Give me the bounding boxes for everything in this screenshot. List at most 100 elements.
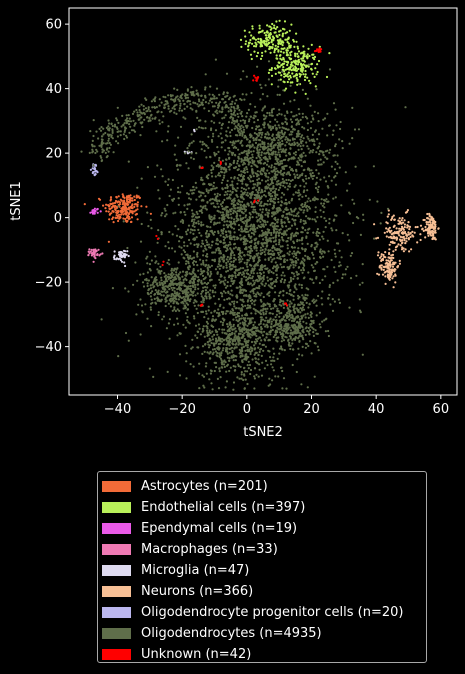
- data-point: [221, 187, 224, 190]
- data-point: [277, 49, 280, 52]
- data-point: [261, 93, 264, 96]
- data-point: [240, 377, 243, 380]
- data-point: [254, 312, 257, 315]
- data-point: [186, 203, 189, 206]
- data-point: [399, 244, 402, 247]
- data-point: [166, 286, 169, 289]
- data-point: [165, 213, 168, 216]
- data-point: [187, 291, 190, 294]
- data-point: [173, 323, 176, 326]
- data-point: [140, 205, 143, 208]
- data-point: [194, 294, 197, 297]
- data-point: [240, 210, 243, 214]
- data-point: [160, 231, 163, 234]
- data-point: [215, 242, 218, 245]
- data-point: [243, 275, 246, 278]
- data-point: [166, 261, 169, 264]
- data-point: [219, 357, 222, 360]
- data-point: [392, 250, 395, 253]
- data-point: [271, 246, 274, 250]
- data-point: [124, 331, 128, 335]
- data-point: [221, 321, 225, 324]
- data-point: [387, 236, 391, 239]
- data-point: [226, 281, 229, 284]
- data-point: [236, 238, 239, 241]
- data-point: [90, 248, 93, 251]
- data-point: [249, 236, 252, 240]
- data-point: [282, 265, 285, 268]
- data-point: [292, 298, 295, 301]
- data-point: [150, 298, 153, 301]
- data-point: [277, 42, 280, 45]
- data-point: [226, 330, 229, 333]
- data-point: [333, 300, 336, 303]
- data-point: [219, 376, 222, 379]
- data-point: [282, 377, 286, 380]
- data-point: [206, 331, 209, 334]
- data-point: [204, 289, 207, 292]
- data-point: [330, 165, 333, 168]
- data-point: [382, 253, 385, 257]
- data-point: [215, 249, 218, 252]
- data-point: [434, 229, 437, 232]
- data-point: [237, 343, 240, 346]
- data-point: [207, 243, 210, 246]
- data-point: [227, 244, 230, 247]
- data-point: [277, 45, 280, 48]
- data-point: [234, 334, 237, 337]
- data-point: [162, 283, 165, 286]
- data-point: [272, 191, 275, 194]
- data-point: [317, 349, 320, 352]
- data-point: [251, 267, 254, 270]
- data-point: [178, 235, 181, 238]
- data-point: [264, 325, 267, 328]
- data-point: [229, 323, 232, 326]
- data-point: [229, 210, 232, 213]
- data-point: [193, 213, 196, 216]
- data-point: [228, 150, 231, 153]
- data-point: [299, 184, 302, 187]
- data-point: [323, 251, 326, 254]
- data-point: [295, 40, 298, 43]
- data-point: [296, 78, 299, 81]
- data-point: [230, 251, 233, 254]
- data-point: [275, 210, 278, 213]
- data-point: [243, 204, 246, 207]
- data-point: [245, 355, 248, 358]
- data-point: [201, 274, 205, 277]
- data-point: [290, 57, 293, 61]
- data-point: [295, 370, 298, 374]
- data-point: [291, 81, 294, 84]
- data-point: [249, 53, 253, 56]
- data-point: [229, 237, 232, 241]
- data-point: [175, 294, 178, 297]
- data-point: [227, 216, 230, 219]
- data-point: [283, 278, 287, 282]
- data-point: [176, 288, 179, 291]
- data-point: [122, 201, 125, 204]
- data-point: [399, 235, 402, 238]
- data-point: [238, 200, 242, 203]
- data-point: [254, 293, 258, 296]
- data-point: [248, 211, 251, 215]
- data-point: [222, 229, 225, 232]
- data-point: [268, 253, 272, 256]
- data-point: [231, 274, 234, 278]
- data-point: [227, 230, 230, 233]
- data-point: [286, 75, 290, 78]
- data-point: [289, 288, 292, 292]
- data-point: [240, 124, 243, 127]
- data-point: [299, 73, 302, 76]
- data-point: [136, 279, 139, 282]
- data-point: [238, 339, 241, 342]
- data-point: [301, 195, 304, 198]
- data-point: [292, 40, 296, 43]
- data-point: [260, 242, 263, 245]
- data-point: [246, 258, 249, 262]
- data-point: [239, 350, 242, 353]
- data-point: [208, 293, 211, 296]
- data-point: [259, 83, 262, 86]
- data-point: [293, 61, 296, 64]
- data-point: [398, 259, 401, 262]
- data-point: [238, 312, 241, 315]
